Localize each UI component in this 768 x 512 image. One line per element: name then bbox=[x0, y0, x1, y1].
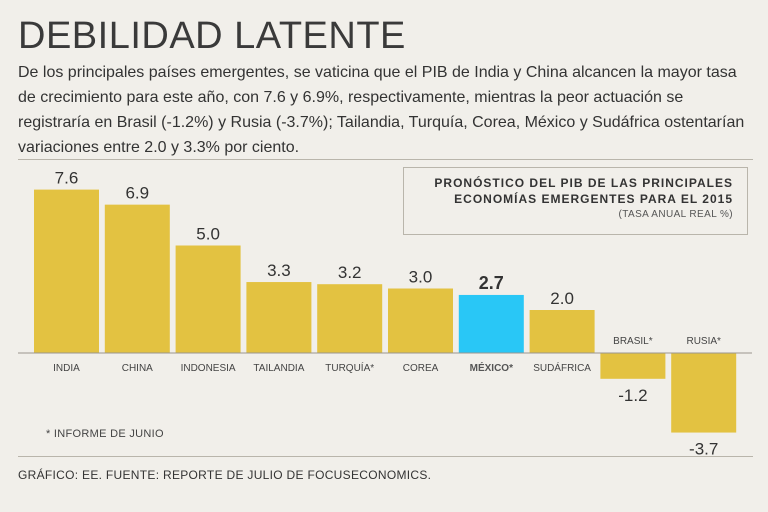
value-label-sudáfrica: 2.0 bbox=[550, 289, 574, 308]
value-label-china: 6.9 bbox=[125, 184, 149, 203]
value-label-rusia: -3.7 bbox=[689, 440, 718, 456]
value-label-brasil: -1.2 bbox=[618, 386, 647, 405]
bar-rusia bbox=[671, 353, 737, 433]
value-label-corea: 3.0 bbox=[409, 268, 433, 287]
bar-méxico bbox=[458, 294, 524, 353]
legend-box: PRONÓSTICO DEL PIB DE LAS PRINCIPALES EC… bbox=[403, 167, 748, 235]
bar-brasil bbox=[600, 353, 666, 379]
bar-chart: 7.6 INDIA 6.9 CHINA 5.0 INDONESIA 3.3 TAILANDIA… bbox=[18, 169, 752, 456]
bar-china bbox=[104, 204, 170, 353]
category-label-corea: COREA bbox=[403, 363, 439, 374]
value-label-méxico: 2.7 bbox=[479, 273, 504, 293]
bar-corea bbox=[388, 288, 453, 353]
category-label-brasil: BRASIL* bbox=[613, 336, 653, 347]
bar-tailandia bbox=[246, 282, 312, 353]
category-label-turquía: TURQUÍA* bbox=[325, 361, 374, 374]
category-label-sudáfrica: SUDÁFRICA bbox=[533, 361, 591, 374]
category-label-méxico: MÉXICO* bbox=[470, 361, 513, 374]
source-credit: GRÁFICO: EE. FUENTE: REPORTE DE JULIO DE… bbox=[18, 468, 432, 482]
category-label-indonesia: INDONESIA bbox=[181, 363, 236, 374]
bar-indonesia bbox=[175, 245, 241, 353]
legend-subtitle: (TASA ANUAL REAL %) bbox=[618, 209, 733, 220]
category-label-india: INDIA bbox=[53, 363, 80, 374]
value-label-india: 7.6 bbox=[55, 169, 79, 188]
category-label-china: CHINA bbox=[122, 363, 153, 374]
chart-title: DEBILIDAD LATENTE bbox=[18, 15, 406, 57]
bar-sudáfrica bbox=[529, 310, 595, 353]
value-label-indonesia: 5.0 bbox=[196, 225, 220, 244]
footnote: * INFORME DE JUNIO bbox=[46, 428, 164, 440]
top-divider bbox=[18, 159, 753, 160]
value-label-turquía: 3.2 bbox=[338, 263, 362, 282]
category-label-rusia: RUSIA* bbox=[686, 336, 721, 347]
category-label-tailandia: TAILANDIA bbox=[253, 363, 304, 374]
bottom-divider bbox=[18, 456, 753, 457]
value-label-tailandia: 3.3 bbox=[267, 261, 291, 280]
legend-title: PRONÓSTICO DEL PIB DE LAS PRINCIPALES EC… bbox=[434, 176, 733, 206]
chart-description: De los principales países emergentes, se… bbox=[18, 64, 745, 156]
bar-turquía bbox=[317, 284, 383, 353]
bar-india bbox=[34, 189, 99, 353]
